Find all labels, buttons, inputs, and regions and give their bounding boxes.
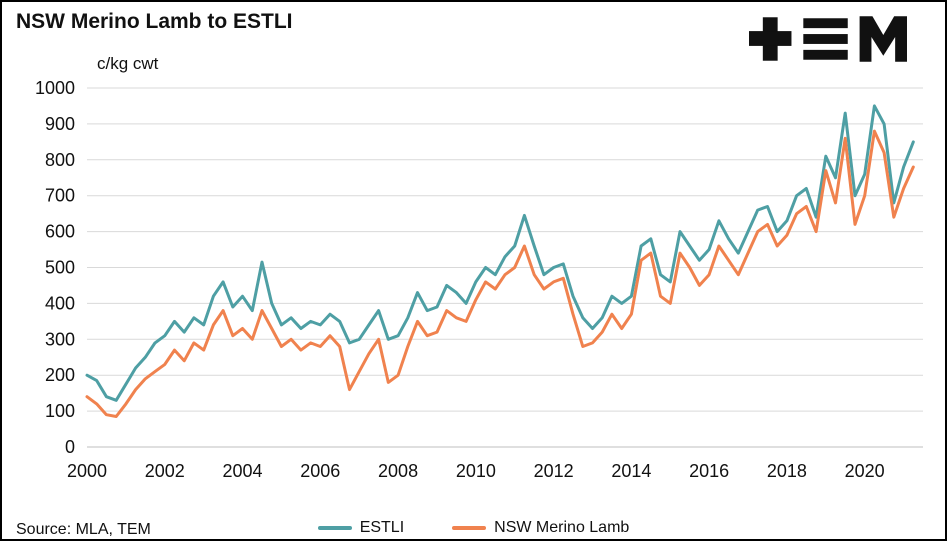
y-tick-label: 800	[45, 150, 75, 170]
x-tick-label: 2016	[689, 461, 729, 481]
legend-item-estli: ESTLI	[317, 519, 405, 537]
y-tick-label: 200	[45, 365, 75, 385]
legend-item-merino: NSW Merino Lamb	[452, 519, 629, 537]
chart-title: NSW Merino Lamb to ESTLI	[16, 10, 293, 33]
x-tick-label: 2020	[845, 461, 885, 481]
y-tick-label: 700	[45, 186, 75, 206]
y-tick-label: 1000	[35, 78, 75, 98]
x-tick-label: 2000	[67, 461, 107, 481]
logo-m-glyph	[859, 16, 907, 62]
tem-logo	[749, 16, 907, 67]
y-tick-label: 300	[45, 329, 75, 349]
logo-bar-bottom	[803, 49, 848, 60]
estli-line-swatch	[317, 526, 352, 530]
x-tick-label: 2002	[145, 461, 185, 481]
estli-legend-label: ESTLI	[359, 519, 405, 536]
x-tick-label: 2010	[456, 461, 496, 481]
y-axis-unit-label: c/kg cwt	[97, 54, 159, 73]
y-tick-label: 0	[65, 437, 75, 457]
y-tick-label: 600	[45, 222, 75, 242]
tem-logo-graphic	[749, 16, 907, 62]
x-tick-label: 2008	[378, 461, 418, 481]
series-line-nsw-merino-lamb	[85, 129, 915, 418]
y-tick-label: 100	[45, 401, 75, 421]
y-tick-label: 500	[45, 258, 75, 278]
logo-bar-middle	[803, 34, 848, 44]
chart-legend: ESTLI NSW Merino Lamb	[2, 519, 945, 537]
logo-plus-horizontal	[749, 31, 792, 46]
y-tick-label: 900	[45, 114, 75, 134]
merino-legend-label: NSW Merino Lamb	[494, 519, 630, 536]
x-tick-label: 2014	[611, 461, 651, 481]
source-attribution: Source: MLA, TEM	[16, 521, 151, 538]
series-line-estli	[85, 104, 915, 402]
x-tick-label: 2006	[300, 461, 340, 481]
x-tick-label: 2012	[534, 461, 574, 481]
y-tick-label: 400	[45, 293, 75, 313]
x-tick-label: 2004	[223, 461, 263, 481]
x-tick-label: 2018	[767, 461, 807, 481]
merino-line-swatch	[452, 526, 487, 530]
logo-bar-top	[803, 18, 848, 29]
